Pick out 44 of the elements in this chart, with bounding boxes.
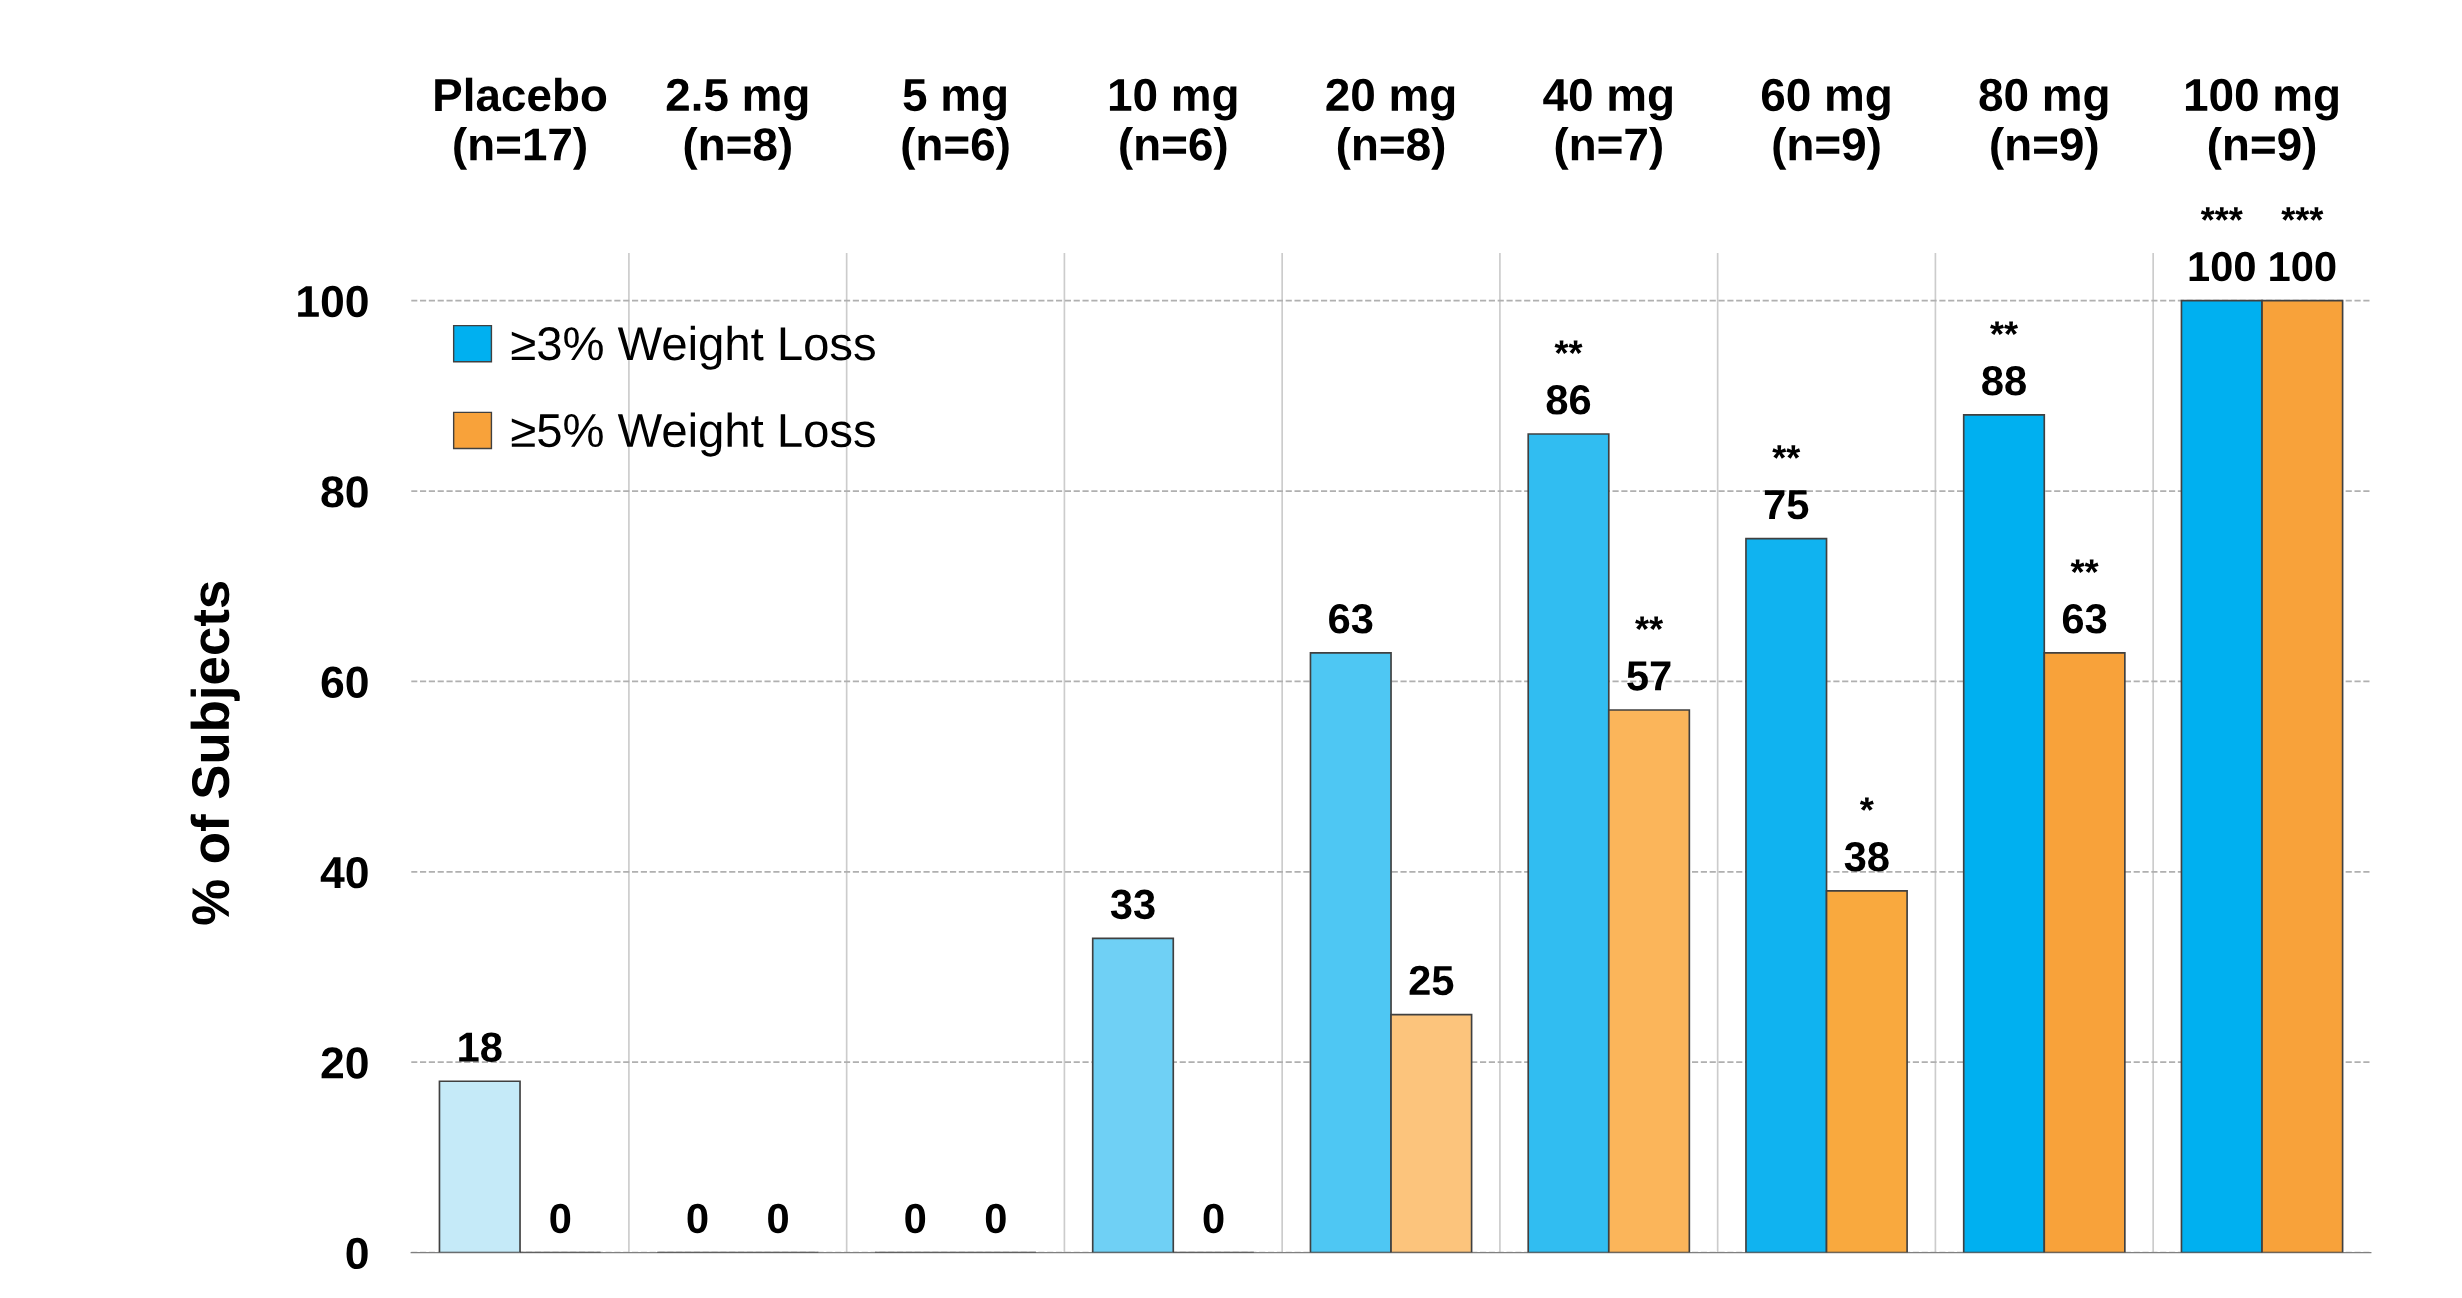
data-label: 86 <box>1546 385 1591 415</box>
x-tick-label: 80 mg (n=9) <box>1979 78 2108 170</box>
data-label: 0 <box>905 1203 926 1234</box>
data-label: 18 <box>459 1032 502 1062</box>
legend-label: ≥3% Weight Loss <box>511 325 875 370</box>
x-tick-label: Placebo (n=17) <box>435 77 607 170</box>
data-label: 0 <box>985 1203 1006 1234</box>
data-label: 100 <box>2189 251 2255 282</box>
annotation: *** <box>2200 207 2243 221</box>
annotation: * <box>1859 797 1874 811</box>
y-tick-label: 20 <box>321 1047 368 1079</box>
data-label: 0 <box>768 1203 788 1234</box>
annotation: ** <box>1554 340 1583 354</box>
annotation: ** <box>1635 616 1664 630</box>
data-label: 38 <box>1844 842 1889 872</box>
data-label: 0 <box>687 1203 708 1234</box>
x-tick-label: 5 mg (n=6) <box>902 79 1009 170</box>
data-label: 75 <box>1764 490 1809 520</box>
annotation: ** <box>2070 559 2099 573</box>
y-tick-label: 80 <box>321 476 368 508</box>
x-tick-label: 40 mg (n=7) <box>1543 78 1672 170</box>
x-tick-label: 2.5 mg (n=8) <box>666 78 808 170</box>
y-tick-label: 100 <box>298 285 368 318</box>
data-label: 63 <box>1329 604 1373 634</box>
legend-label: ≥5% Weight Loss <box>511 412 875 457</box>
x-tick-label: 60 mg (n=9) <box>1761 78 1890 170</box>
data-label: 25 <box>1409 965 1454 996</box>
x-tick-label: 100 mg (n=9) <box>2185 78 2338 170</box>
data-label: 0 <box>1203 1203 1224 1234</box>
annotation: ** <box>1990 321 2019 335</box>
data-label: 57 <box>1627 661 1671 691</box>
annotation: *** <box>2281 207 2324 221</box>
data-label: 100 <box>2270 251 2336 282</box>
data-label: 0 <box>550 1203 571 1234</box>
y-tick-label: 60 <box>321 666 368 698</box>
data-label: 88 <box>1982 366 2026 396</box>
x-tick-label: 20 mg (n=8) <box>1326 78 1455 170</box>
annotation: ** <box>1772 445 1801 459</box>
data-label: 63 <box>2062 604 2107 634</box>
data-label: 33 <box>1110 889 1155 920</box>
y-tick-label: 40 <box>320 856 368 889</box>
y-tick-label: 0 <box>346 1237 368 1270</box>
x-tick-label: 10 mg (n=6) <box>1109 78 1237 170</box>
y-axis-title: % of Subjects <box>190 581 240 925</box>
